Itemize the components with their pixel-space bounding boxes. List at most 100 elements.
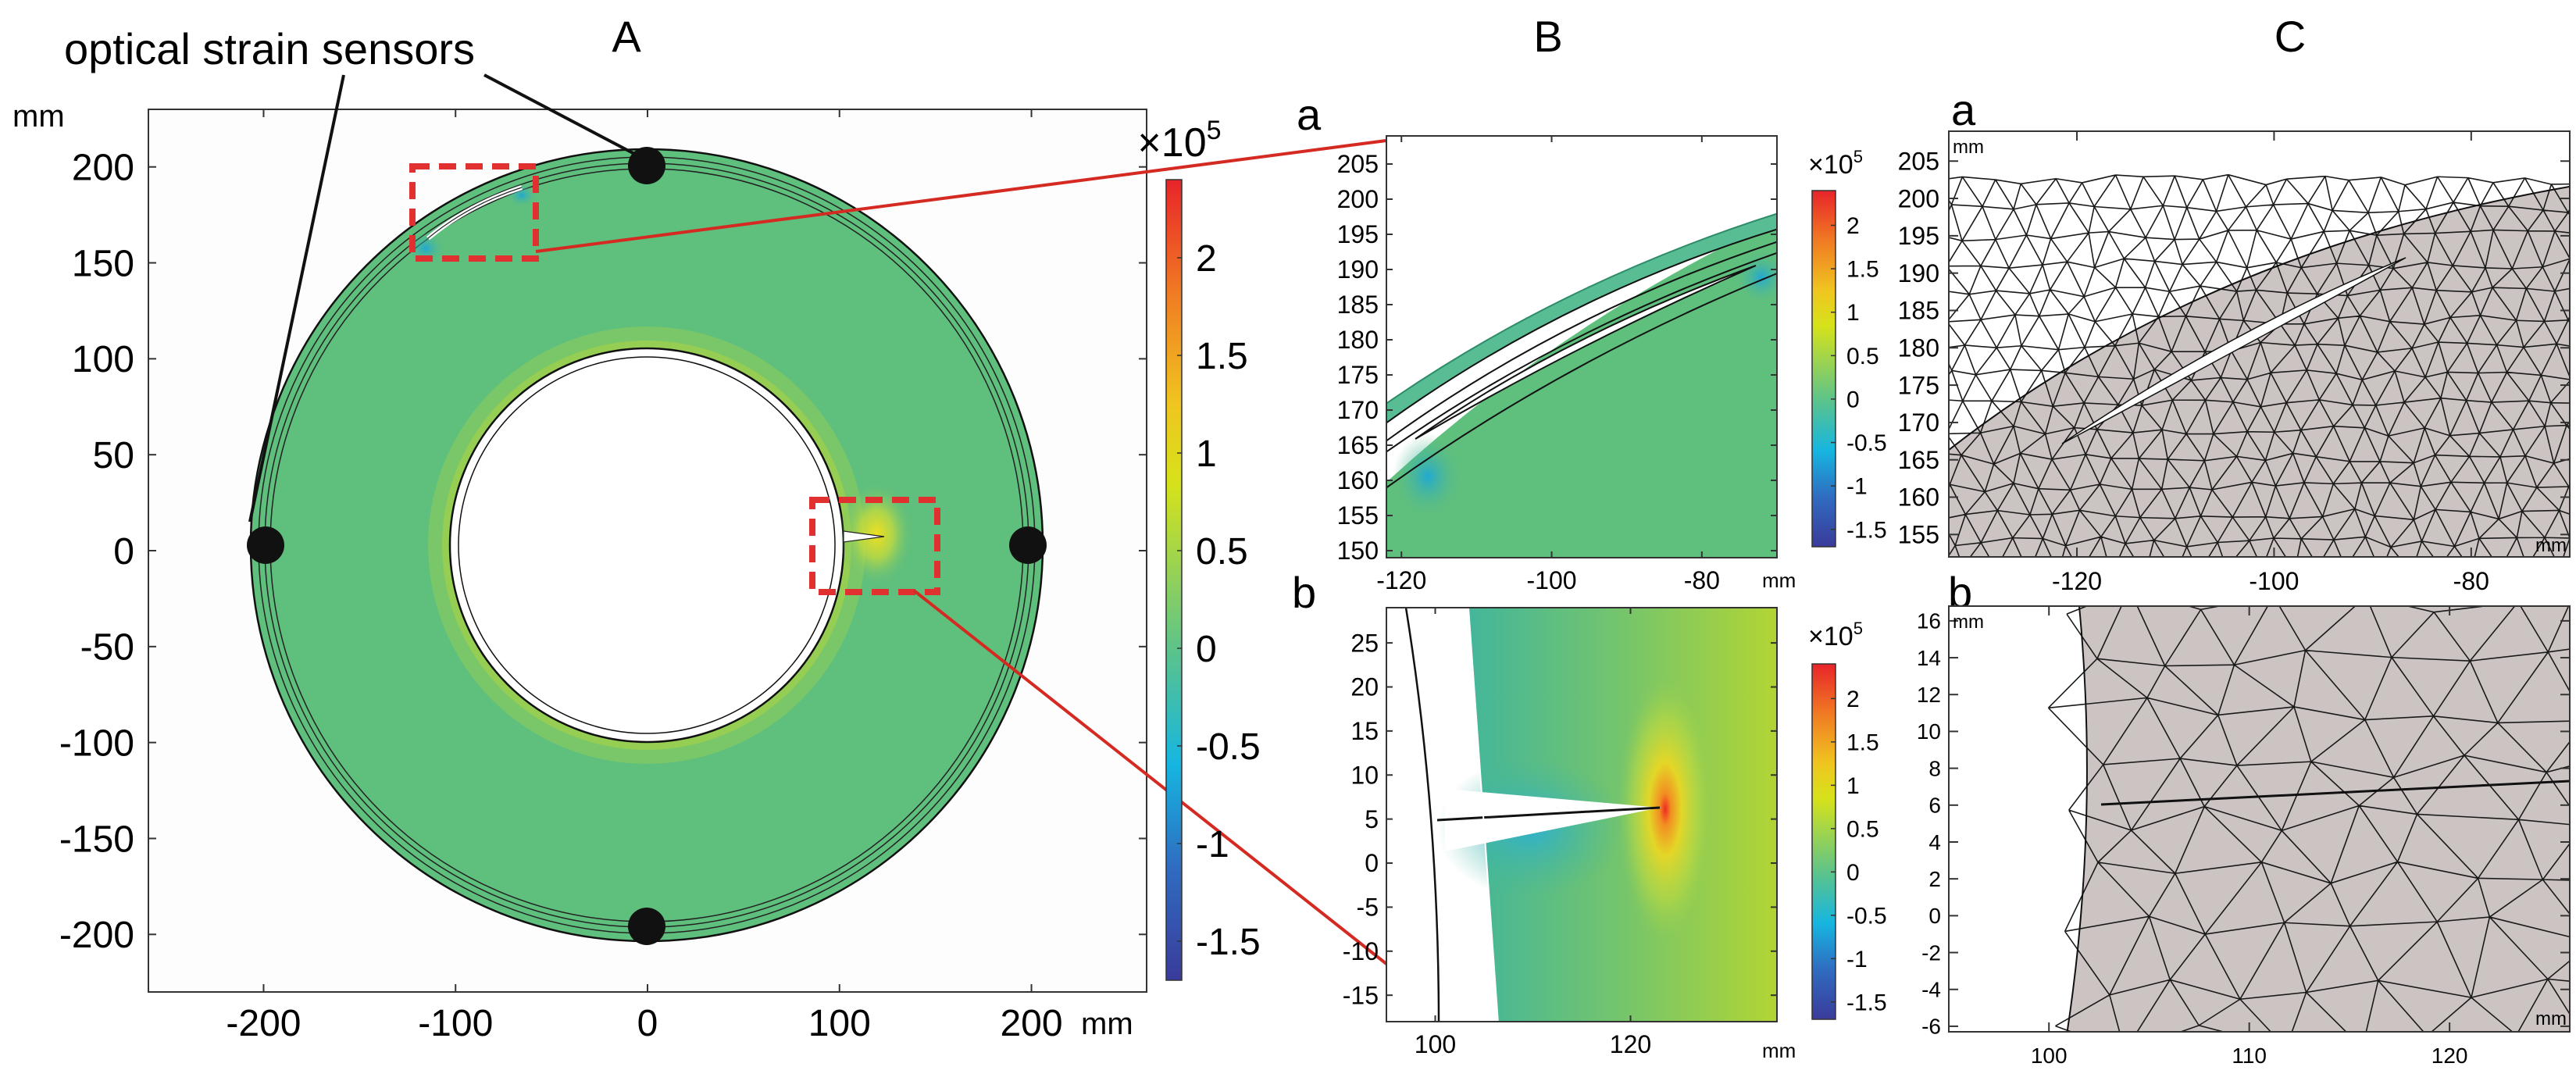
- colorbar-tick-label: 1: [1196, 433, 1217, 475]
- y-tick-label-a: 200: [72, 147, 134, 188]
- x-tick-label-c-a: -120: [2052, 567, 2102, 595]
- axis-bb-x: 100 120: [1415, 608, 1651, 1058]
- x-tick-label-b-b: 100: [1415, 1030, 1456, 1058]
- ba-blue-left: [1393, 433, 1463, 519]
- axis-a-y-unit: mm: [12, 99, 65, 134]
- y-tick-label-c-a: 160: [1898, 483, 1939, 512]
- y-tick-label-c-a: 185: [1898, 297, 1939, 325]
- y-tick-label-b-a: 195: [1337, 220, 1379, 248]
- axis-cb-y: 16 14 12 10 8 6 4 2 0 -2 -4 -6: [1917, 609, 2570, 1039]
- y-tick-label-c-b: 2: [1928, 867, 1941, 891]
- bb-tip-field: [1618, 676, 1712, 942]
- bb-crack: [1445, 789, 1660, 851]
- colorbar-tick-label: 2: [1196, 238, 1217, 280]
- axis-cb-x-unit: mm: [2535, 1008, 2567, 1029]
- axis-a-x: -200 -100 0 100 200: [226, 109, 1063, 1044]
- colorbar-tick-label: 2: [1846, 213, 1860, 239]
- y-tick-label-b-a: 155: [1337, 501, 1379, 530]
- delamination-a-edge: [427, 187, 523, 239]
- ca-delamination: [2061, 257, 2407, 444]
- axis-cb-x: 100 110 120: [2031, 606, 2468, 1068]
- axis-ca-y: 205 200 195 190 185 180 175 170 165 160 155: [1898, 147, 2570, 549]
- colorbar-tick-label: -0.5: [1846, 903, 1887, 929]
- bb-inner-edge: [1404, 608, 1440, 1022]
- y-tick-label-a: 150: [72, 243, 134, 284]
- panel-a-label: A: [612, 12, 641, 61]
- y-tick-label-c-a: 190: [1898, 259, 1939, 287]
- plot-bb: 100 120 25 20 15 10 5 0 -5 -10 -15 mm: [1343, 607, 1796, 1062]
- axis-a-x-unit: mm: [1081, 1007, 1133, 1041]
- bb-field-edge: [1468, 608, 1499, 1022]
- panel-ca-label: a: [1951, 85, 1976, 134]
- panel-b: B a b -120 -100 -80 2052001951901851801751…: [1292, 12, 1887, 1062]
- y-tick-label-c-a: 165: [1898, 446, 1939, 474]
- ba-layer-1: [1386, 228, 1777, 424]
- ca-outer-edge: [1949, 185, 2570, 451]
- y-tick-label-c-b: 12: [1917, 683, 1941, 707]
- zoom-line-a: [535, 137, 1399, 253]
- x-tick-label-b-a: -80: [1684, 566, 1720, 594]
- y-tick-label-c-a: 170: [1898, 408, 1939, 437]
- sensor-bottom: [628, 908, 665, 945]
- ba-blue-right: [1734, 250, 1777, 305]
- colorbar-a: [1165, 179, 1183, 981]
- ba-delamination: [1415, 265, 1757, 440]
- colorbar-tick-label: 0.5: [1196, 531, 1248, 573]
- axis-ca-x: -120 -100 -80: [2052, 131, 2489, 595]
- x-tick-label-b-b: 120: [1610, 1030, 1651, 1058]
- panel-c: C a b -120 -100 -80 2052001951901851801751…: [1898, 12, 2571, 1068]
- plot-ba: -120 -100 -80 205 200 195 190 185 180 175 170 165 1…: [1337, 135, 1796, 594]
- panel-b-label: B: [1533, 12, 1562, 61]
- zoom-box-crack: [809, 497, 940, 595]
- crack-stress-field: [839, 481, 914, 587]
- x-tick-label-c-b: 110: [2232, 1044, 2267, 1068]
- y-tick-label-a: -150: [59, 819, 134, 860]
- colorbar-tick-label: -1.5: [1846, 990, 1887, 1015]
- colorbar-tick-label: 1.5: [1846, 257, 1879, 283]
- colorbar-tick-label: 2: [1846, 687, 1860, 712]
- colorbar-tick-label: 0: [1846, 860, 1860, 886]
- crack-a: [843, 530, 885, 543]
- x-tick-label-a: 0: [637, 1003, 658, 1044]
- y-tick-label-a: 50: [93, 435, 134, 476]
- y-tick-label-b-b: -10: [1343, 937, 1379, 965]
- panel-c-label: C: [2275, 12, 2306, 61]
- sensor-left: [247, 526, 284, 564]
- ring-inner-boundary-2: [458, 356, 836, 734]
- panel-a: A optical strain sensors: [12, 12, 1399, 1044]
- x-tick-label-c-b: 120: [2432, 1044, 2468, 1068]
- axis-bb-x-unit: mm: [1762, 1039, 1796, 1062]
- axis-ba-x: -120 -100 -80: [1376, 136, 1720, 594]
- y-tick-label-a: 100: [72, 339, 134, 380]
- y-tick-label-b-a: 170: [1337, 396, 1379, 424]
- plot-ca-frame: [1948, 130, 2571, 558]
- colorbar-a-ticks: 2 1.5 1 0.5 0 -0.5 -1 -1.5: [1177, 238, 1261, 963]
- x-tick-label-c-a: -100: [2249, 567, 2299, 595]
- axis-ca-x-unit: mm: [2535, 535, 2567, 556]
- axis-ba-x-unit: mm: [1762, 569, 1796, 592]
- colorbar-tick-label: 1.5: [1196, 336, 1248, 377]
- x-tick-label-a: 200: [1000, 1003, 1062, 1044]
- axis-bb-y: 25 20 15 10 5 0 -5 -10 -15: [1343, 629, 1777, 1009]
- ba-outer-layers: [1386, 213, 1777, 423]
- y-tick-label-c-b: 14: [1917, 646, 1941, 670]
- colorbar-tick-label: -1: [1846, 947, 1868, 972]
- x-tick-label-c-b: 100: [2031, 1044, 2068, 1068]
- sensor-right: [1009, 526, 1047, 564]
- mesh-edges: [1949, 173, 2570, 557]
- y-tick-label-c-a: 155: [1898, 521, 1939, 549]
- ca-mesh-lines: [1949, 173, 2570, 557]
- y-tick-label-c-b: 0: [1928, 904, 1941, 928]
- colorbar-tick-label: -1: [1196, 824, 1229, 865]
- colorbar-tick-label: -0.5: [1196, 726, 1261, 768]
- colorbar-tick-label: 0: [1846, 387, 1860, 412]
- y-tick-label-b-a: 185: [1337, 291, 1379, 319]
- y-tick-label-b-a: 180: [1337, 326, 1379, 354]
- y-tick-label-a: 0: [113, 531, 134, 573]
- y-tick-label-b-b: 20: [1350, 673, 1379, 701]
- x-tick-label-b-a: -100: [1527, 566, 1577, 594]
- cb-mesh-lines: [2047, 606, 2570, 1032]
- panel-bb-label: b: [1292, 568, 1316, 617]
- y-tick-label-b-b: -5: [1357, 894, 1379, 922]
- y-tick-label-c-a: 200: [1898, 184, 1939, 212]
